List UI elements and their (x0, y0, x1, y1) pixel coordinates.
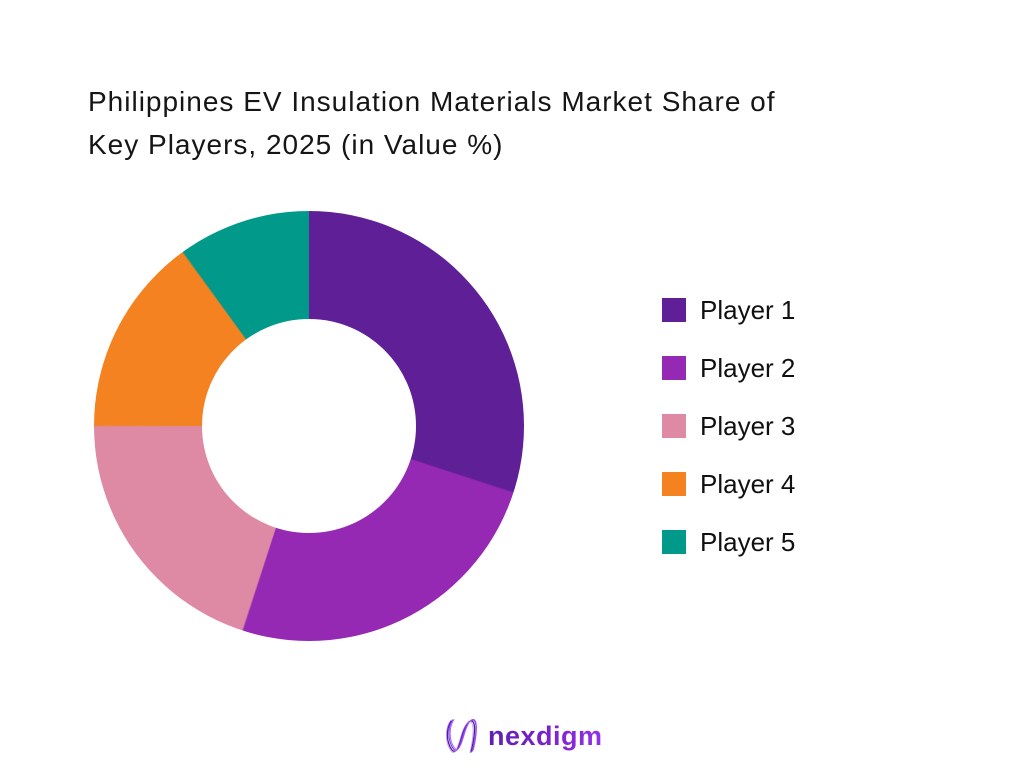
legend: Player 1 Player 2 Player 3 Player 4 Player 5 (662, 295, 795, 588)
legend-swatch (662, 530, 686, 554)
nexdigm-logo-icon (445, 718, 477, 753)
donut-hole (202, 319, 416, 533)
legend-item: Player 5 (662, 527, 795, 557)
donut-chart-area (94, 211, 524, 641)
nexdigm-logo-text: nexdigm (488, 720, 603, 751)
chart-title: Philippines EV Insulation Materials Mark… (88, 80, 968, 166)
legend-item: Player 2 (662, 353, 795, 383)
legend-item: Player 3 (662, 411, 795, 441)
chart-title-line2: Key Players, 2025 (in Value %) (88, 129, 504, 160)
legend-label: Player 3 (700, 410, 796, 441)
legend-item: Player 4 (662, 469, 795, 499)
legend-label: Player 4 (700, 468, 796, 499)
legend-swatch (662, 356, 686, 380)
legend-swatch (662, 414, 686, 438)
nexdigm-logo: nexdigm (444, 716, 603, 756)
legend-swatch (662, 472, 686, 496)
legend-swatch (662, 298, 686, 322)
legend-label: Player 1 (700, 294, 796, 325)
legend-label: Player 2 (700, 352, 796, 383)
chart-title-line1: Philippines EV Insulation Materials Mark… (88, 86, 776, 117)
legend-label: Player 5 (700, 526, 796, 557)
legend-item: Player 1 (662, 295, 795, 325)
